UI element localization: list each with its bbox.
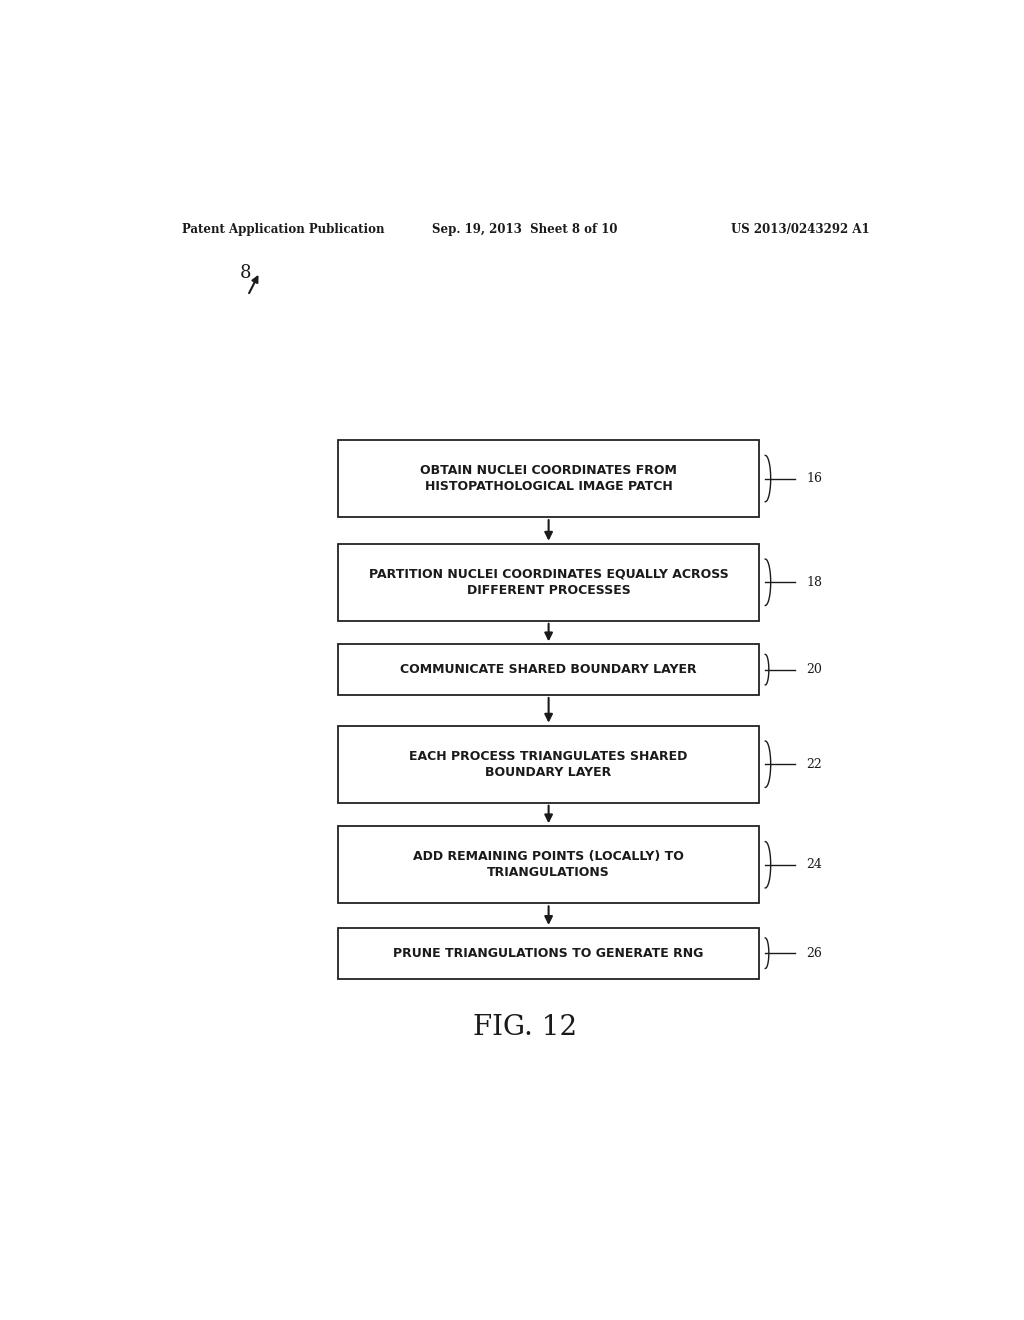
- Text: ADD REMAINING POINTS (LOCALLY) TO
TRIANGULATIONS: ADD REMAINING POINTS (LOCALLY) TO TRIANG…: [413, 850, 684, 879]
- Text: US 2013/0243292 A1: US 2013/0243292 A1: [731, 223, 870, 236]
- Text: Sep. 19, 2013  Sheet 8 of 10: Sep. 19, 2013 Sheet 8 of 10: [432, 223, 617, 236]
- Text: 16: 16: [807, 473, 822, 484]
- Text: 22: 22: [807, 758, 822, 771]
- Text: 26: 26: [807, 946, 822, 960]
- Bar: [338, 644, 759, 696]
- Text: PARTITION NUCLEI COORDINATES EQUALLY ACROSS
DIFFERENT PROCESSES: PARTITION NUCLEI COORDINATES EQUALLY ACR…: [369, 568, 728, 597]
- Bar: [338, 826, 759, 903]
- Text: 18: 18: [807, 576, 822, 589]
- Text: 8: 8: [240, 264, 251, 282]
- Text: EACH PROCESS TRIANGULATES SHARED
BOUNDARY LAYER: EACH PROCESS TRIANGULATES SHARED BOUNDAR…: [410, 750, 688, 779]
- Text: 24: 24: [807, 858, 822, 871]
- Text: FIG. 12: FIG. 12: [473, 1014, 577, 1041]
- Bar: [338, 440, 759, 517]
- Bar: [338, 544, 759, 620]
- Text: COMMUNICATE SHARED BOUNDARY LAYER: COMMUNICATE SHARED BOUNDARY LAYER: [400, 663, 697, 676]
- Text: 20: 20: [807, 663, 822, 676]
- Bar: [338, 726, 759, 803]
- Text: OBTAIN NUCLEI COORDINATES FROM
HISTOPATHOLOGICAL IMAGE PATCH: OBTAIN NUCLEI COORDINATES FROM HISTOPATH…: [420, 465, 677, 494]
- Bar: [338, 928, 759, 978]
- Text: PRUNE TRIANGULATIONS TO GENERATE RNG: PRUNE TRIANGULATIONS TO GENERATE RNG: [393, 946, 703, 960]
- Text: Patent Application Publication: Patent Application Publication: [182, 223, 384, 236]
